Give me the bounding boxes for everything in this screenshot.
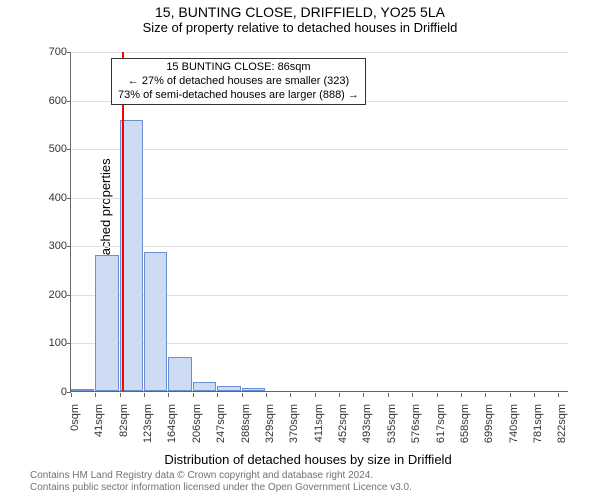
ytick-label: 700 [37, 46, 67, 58]
page-title-sub: Size of property relative to detached ho… [0, 20, 600, 35]
xtick-mark [437, 393, 438, 397]
xtick-mark [266, 393, 267, 397]
xtick-label: 535sqm [386, 404, 398, 454]
xtick-mark [412, 393, 413, 397]
xtick-mark [120, 393, 121, 397]
ytick-mark [67, 246, 71, 247]
ytick-label: 100 [37, 337, 67, 349]
xtick-label: 0sqm [69, 404, 81, 454]
xtick-label: 123sqm [142, 404, 154, 454]
xtick-label: 822sqm [556, 404, 568, 454]
xtick-label: 164sqm [166, 404, 178, 454]
xtick-mark [510, 393, 511, 397]
xtick-mark [144, 393, 145, 397]
gridline [71, 52, 568, 53]
histogram-bar [193, 382, 216, 391]
ytick-mark [67, 198, 71, 199]
x-axis-label: Distribution of detached houses by size … [34, 452, 582, 467]
xtick-mark [315, 393, 316, 397]
histogram-bar [168, 357, 192, 391]
gridline [71, 198, 568, 199]
xtick-mark [363, 393, 364, 397]
ytick-label: 300 [37, 240, 67, 252]
xtick-label: 740sqm [508, 404, 520, 454]
annotation-line2: ← 27% of detached houses are smaller (32… [118, 75, 359, 89]
annotation-box: 15 BUNTING CLOSE: 86sqm ← 27% of detache… [111, 58, 366, 105]
ytick-mark [67, 295, 71, 296]
xtick-mark [485, 393, 486, 397]
xtick-mark [217, 393, 218, 397]
xtick-label: 576sqm [410, 404, 422, 454]
xtick-label: 370sqm [288, 404, 300, 454]
xtick-label: 699sqm [483, 404, 495, 454]
histogram-bar [217, 386, 240, 391]
plot-area: 15 BUNTING CLOSE: 86sqm ← 27% of detache… [70, 52, 568, 392]
xtick-mark [71, 393, 72, 397]
xtick-label: 411sqm [313, 404, 325, 454]
histogram-bar [71, 389, 94, 391]
annotation-line1: 15 BUNTING CLOSE: 86sqm [118, 61, 359, 75]
gridline [71, 149, 568, 150]
ytick-label: 400 [37, 192, 67, 204]
xtick-label: 288sqm [240, 404, 252, 454]
ytick-label: 600 [37, 95, 67, 107]
ytick-mark [67, 149, 71, 150]
xtick-label: 41sqm [93, 404, 105, 454]
xtick-mark [193, 393, 194, 397]
xtick-label: 658sqm [459, 404, 471, 454]
xtick-label: 329sqm [264, 404, 276, 454]
histogram-chart: Number of detached properties 15 BUNTING… [34, 48, 582, 448]
xtick-mark [388, 393, 389, 397]
xtick-mark [558, 393, 559, 397]
histogram-bar [144, 252, 167, 391]
annotation-line3: 73% of semi-detached houses are larger (… [118, 89, 359, 103]
page-title-main: 15, BUNTING CLOSE, DRIFFIELD, YO25 5LA [0, 4, 600, 20]
xtick-mark [242, 393, 243, 397]
xtick-mark [534, 393, 535, 397]
ytick-label: 0 [37, 386, 67, 398]
ytick-mark [67, 101, 71, 102]
xtick-label: 82sqm [118, 404, 130, 454]
footer-line1: Contains HM Land Registry data © Crown c… [30, 470, 412, 482]
ytick-mark [67, 343, 71, 344]
xtick-label: 206sqm [191, 404, 203, 454]
xtick-label: 452sqm [337, 404, 349, 454]
xtick-label: 247sqm [215, 404, 227, 454]
histogram-bar [242, 388, 265, 391]
xtick-mark [339, 393, 340, 397]
ytick-label: 200 [37, 289, 67, 301]
xtick-mark [461, 393, 462, 397]
ytick-label: 500 [37, 143, 67, 155]
xtick-mark [168, 393, 169, 397]
footer-attribution: Contains HM Land Registry data © Crown c… [30, 470, 412, 494]
gridline [71, 246, 568, 247]
footer-line2: Contains public sector information licen… [30, 482, 412, 494]
xtick-mark [95, 393, 96, 397]
xtick-label: 493sqm [361, 404, 373, 454]
xtick-mark [290, 393, 291, 397]
histogram-bar [95, 255, 118, 391]
ytick-mark [67, 52, 71, 53]
xtick-label: 617sqm [435, 404, 447, 454]
xtick-label: 781sqm [532, 404, 544, 454]
